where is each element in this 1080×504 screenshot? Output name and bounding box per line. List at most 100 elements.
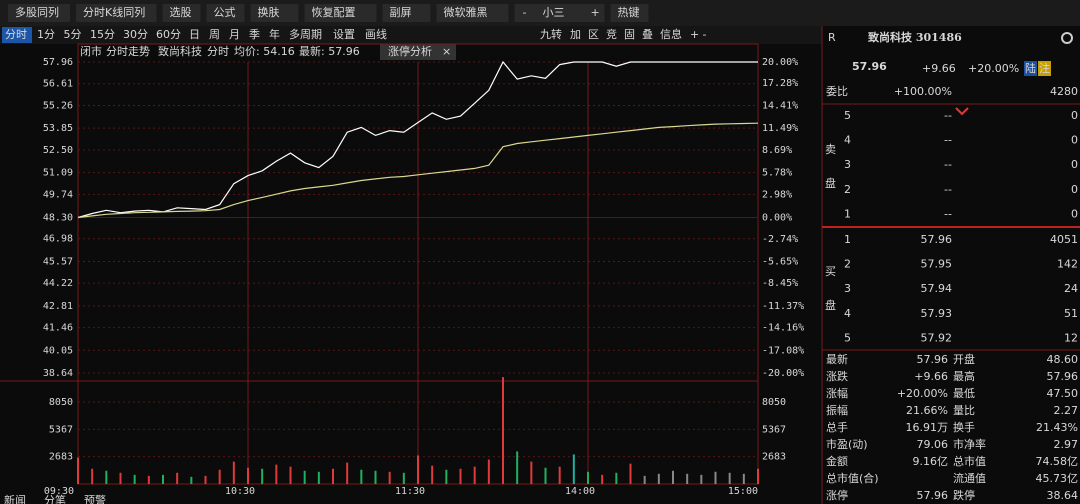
- tool-button[interactable]: -: [703, 28, 707, 41]
- book-volume: 142: [1057, 258, 1078, 271]
- stat-label: 总手: [826, 420, 848, 434]
- price-line: [77, 60, 758, 219]
- volume-bar: [417, 455, 419, 484]
- stat-value: +20.00%: [897, 387, 948, 400]
- tool-button[interactable]: +: [690, 28, 699, 41]
- toolbar-button[interactable]: [162, 4, 201, 22]
- volume-bar: [133, 474, 136, 484]
- volume-bar: [459, 468, 462, 484]
- period-tab[interactable]: 年: [269, 27, 280, 41]
- period-tab[interactable]: 季: [249, 28, 260, 41]
- analysis-tab[interactable]: 涨停分析: [388, 44, 432, 58]
- stat-label: 最低: [953, 387, 975, 400]
- y-tick-label: 46.98: [43, 234, 73, 245]
- collapse-arrow[interactable]: [955, 107, 969, 116]
- stat-label: 振幅: [826, 403, 848, 417]
- period-tab[interactable]: 日: [189, 28, 200, 41]
- x-tick-label: 11:30: [395, 486, 425, 497]
- stat-label: 涨幅: [826, 387, 848, 400]
- tool-button[interactable]: 加: [570, 28, 581, 41]
- period-tab[interactable]: 月: [229, 28, 240, 41]
- volume-tick-label: 8050: [762, 397, 786, 408]
- toolbar-button[interactable]: [436, 4, 509, 22]
- period-tab[interactable]: 15分: [90, 28, 115, 41]
- bottom-tab[interactable]: 预警: [84, 493, 106, 504]
- volume-bar: [587, 471, 589, 484]
- book-level: 1: [844, 207, 851, 220]
- period-tab[interactable]: 5分: [64, 28, 82, 41]
- volume-bar: [757, 468, 759, 484]
- analysis-tab-close[interactable]: ×: [442, 45, 451, 58]
- chart-header-view: 分时走势: [106, 45, 150, 58]
- toolbar-button[interactable]: [250, 4, 299, 22]
- tool-button[interactable]: 叠: [642, 28, 653, 41]
- book-volume: 0: [1071, 158, 1078, 171]
- y2-tick-label: -11.37%: [762, 301, 804, 312]
- y-tick-label: 48.30: [43, 213, 73, 224]
- book-volume: 4051: [1050, 233, 1078, 246]
- y2-tick-label: -17.08%: [762, 345, 804, 356]
- bottom-tab[interactable]: 分笔: [44, 493, 66, 504]
- stat-label: 开盘: [953, 352, 975, 366]
- toolbar-label: 换肤: [258, 5, 280, 19]
- book-level: 3: [844, 282, 851, 295]
- period-tab[interactable]: 1分: [37, 28, 55, 41]
- period-tab[interactable]: 设置: [333, 28, 355, 41]
- toolbar-label: 公式: [214, 6, 236, 19]
- quote-price: 57.96: [852, 60, 887, 73]
- book-level: 3: [844, 158, 851, 171]
- tool-button[interactable]: 区: [588, 28, 599, 41]
- period-tab[interactable]: 画线: [365, 27, 387, 41]
- toolbar-label: 微软雅黑: [444, 5, 488, 19]
- stat-value: 79.06: [917, 438, 949, 451]
- volume-bar: [105, 470, 108, 484]
- tool-button[interactable]: 固: [624, 28, 635, 41]
- volume-tick-label: 2683: [762, 452, 786, 463]
- toolbar-button[interactable]: [514, 4, 605, 22]
- chart-header-mode: 分时: [207, 45, 229, 58]
- toolbar-button[interactable]: [76, 4, 157, 22]
- tool-button[interactable]: 九转: [540, 27, 562, 41]
- volume-bar: [530, 461, 533, 484]
- book-price: 57.95: [921, 258, 953, 271]
- volume-bar: [657, 473, 660, 484]
- y2-tick-label: -14.16%: [762, 323, 804, 334]
- y-tick-label: 51.09: [43, 168, 73, 179]
- toolbar-button[interactable]: [610, 4, 649, 22]
- toolbar-label: -: [523, 6, 527, 19]
- volume-bar: [317, 471, 320, 484]
- period-tab[interactable]: 多周期: [289, 27, 322, 41]
- volume-bar: [629, 463, 632, 484]
- stat-value: 21.66%: [906, 404, 948, 417]
- toolbar-button[interactable]: [8, 4, 70, 22]
- stat-label: 市盈(动): [826, 437, 868, 451]
- tool-button[interactable]: 竞: [606, 27, 617, 41]
- period-tab-active[interactable]: [2, 27, 32, 43]
- stat-value: 9.16亿: [913, 455, 949, 468]
- y2-tick-label: -2.74%: [762, 234, 798, 245]
- toolbar-button[interactable]: [206, 4, 245, 22]
- y-tick-label: 53.85: [43, 123, 73, 134]
- toolbar-button[interactable]: [304, 4, 377, 22]
- volume-bar: [601, 474, 604, 484]
- volume-bar: [402, 472, 405, 484]
- stat-value: 38.64: [1047, 489, 1079, 502]
- chart-header-avg: 均价: 54.16: [234, 45, 295, 58]
- period-tab[interactable]: 分时: [5, 28, 27, 41]
- period-tab[interactable]: 周: [209, 28, 220, 41]
- toolbar-button[interactable]: [382, 4, 431, 22]
- y2-tick-label: -20.00%: [762, 368, 804, 379]
- volume-bar: [261, 468, 264, 484]
- stat-label: 金额: [826, 454, 848, 468]
- analysis-tab-bg[interactable]: [380, 44, 456, 60]
- y2-tick-label: 0.00%: [762, 213, 792, 224]
- period-tab[interactable]: 30分: [123, 28, 148, 41]
- settings-icon[interactable]: [1061, 32, 1073, 44]
- tool-button[interactable]: 信息: [660, 27, 682, 41]
- period-tab[interactable]: 60分: [156, 28, 181, 41]
- bottom-tab[interactable]: 新闻: [4, 493, 26, 504]
- volume-bar: [473, 466, 476, 484]
- book-volume: 0: [1071, 207, 1078, 220]
- volume-tick-label: 2683: [49, 452, 73, 463]
